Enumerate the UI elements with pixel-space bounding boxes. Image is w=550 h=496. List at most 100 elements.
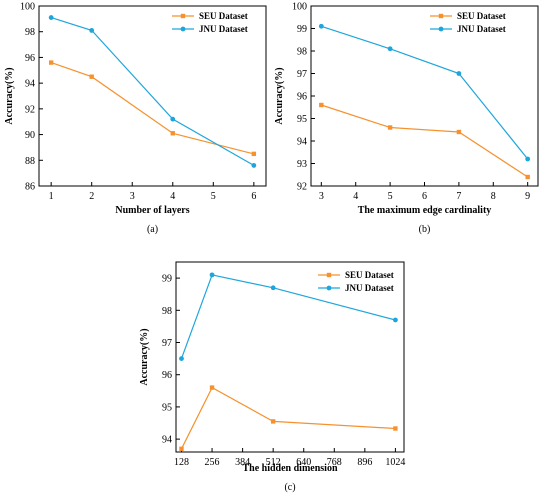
y-tick-label: 100 xyxy=(20,2,35,13)
jnu-data-point xyxy=(393,317,398,323)
y-tick-label: 95 xyxy=(162,402,172,413)
jnu-data-point xyxy=(170,116,176,122)
plot-frame xyxy=(38,5,267,187)
x-axis-label: The hidden dimension xyxy=(242,463,337,474)
legend-label: JNU Dataset xyxy=(199,24,248,34)
y-tick-label: 98 xyxy=(297,47,307,58)
seu-data-point xyxy=(89,74,94,79)
jnu-series-line xyxy=(321,25,529,160)
panel-caption: (a) xyxy=(147,224,158,235)
y-tick-label: 90 xyxy=(25,130,35,141)
x-tick-label: 128 xyxy=(174,457,189,468)
seu-data-point xyxy=(393,426,398,431)
jnu-data-point xyxy=(525,156,531,162)
x-tick-label: 1024 xyxy=(385,457,405,468)
y-tick-label: 93 xyxy=(297,159,307,170)
seu-data-point xyxy=(387,125,393,130)
x-tick-label: 768 xyxy=(327,457,342,468)
jnu-series-line xyxy=(180,274,396,359)
y-tick-label: 96 xyxy=(162,370,172,381)
seu-data-point xyxy=(170,131,175,136)
jnu-data-point xyxy=(48,15,54,20)
legend-marker xyxy=(438,13,444,19)
jnu-data-point xyxy=(251,163,257,168)
y-tick-label: 92 xyxy=(25,104,35,115)
x-tick-label: 256 xyxy=(205,457,220,468)
y-tick-label: 96 xyxy=(25,53,35,64)
jnu-data-point xyxy=(209,272,215,278)
panel-caption: (b) xyxy=(419,224,431,235)
y-tick-label: 97 xyxy=(162,338,172,349)
panel-a: 1 2 3 4 5 6 86 88 90 92 94 96 98 100 Number of layers A… xyxy=(4,2,267,235)
legend-label: SEU Dataset xyxy=(457,11,506,21)
seu-data-point xyxy=(456,129,462,135)
x-tick-label: 4 xyxy=(170,191,175,202)
x-tick-label: 3 xyxy=(130,191,135,202)
x-tick-label: 640 xyxy=(296,457,311,468)
seu-series-line xyxy=(51,62,254,155)
x-tick-label: 5 xyxy=(388,191,393,202)
y-axis-label: Accuracy(%) xyxy=(4,67,15,124)
jnu-data-point xyxy=(318,23,324,29)
seu-series-line xyxy=(321,104,529,178)
jnu-series-line xyxy=(51,17,255,166)
y-tick-label: 98 xyxy=(162,306,172,317)
y-tick-label: 94 xyxy=(297,137,307,148)
x-tick-label: 7 xyxy=(456,191,461,202)
seu-data-point xyxy=(251,151,257,157)
y-tick-label: 95 xyxy=(297,114,307,125)
y-axis-label: Accuracy(%) xyxy=(139,328,150,385)
legend-label: SEU Dataset xyxy=(199,11,248,21)
y-tick-label: 86 xyxy=(25,182,35,193)
y-tick-label: 98 xyxy=(25,27,35,38)
y-tick-label: 97 xyxy=(297,69,307,80)
x-tick-label: 512 xyxy=(266,457,281,468)
panel-caption: (c) xyxy=(284,482,295,493)
seu-data-point xyxy=(179,446,184,451)
legend-label: JNU Dataset xyxy=(457,24,506,34)
panel-c: 128 256 384 512 640 768 896 1024 94 95 96 97 98 99 The… xyxy=(139,261,405,493)
legend-marker xyxy=(180,26,186,32)
x-tick-label: 9 xyxy=(525,191,530,202)
x-axis-label: Number of layers xyxy=(115,205,189,216)
y-tick-label: 94 xyxy=(162,435,172,446)
legend-marker xyxy=(438,26,444,32)
y-tick-label: 94 xyxy=(25,79,35,90)
x-axis-label: The maximum edge cardinality xyxy=(358,205,492,216)
plot-frame xyxy=(175,261,405,453)
x-tick-label: 5 xyxy=(211,191,216,202)
legend-marker xyxy=(326,285,332,291)
x-tick-label: 384 xyxy=(235,457,250,468)
jnu-data-point xyxy=(89,28,95,33)
seu-series-line xyxy=(180,386,396,450)
x-tick-label: 8 xyxy=(491,191,496,202)
legend-label: JNU Dataset xyxy=(345,283,394,293)
legend-marker xyxy=(326,272,332,278)
jnu-data-point xyxy=(179,356,184,362)
y-tick-label: 99 xyxy=(297,24,307,35)
x-tick-label: 1 xyxy=(49,191,54,202)
legend-marker xyxy=(180,13,186,19)
jnu-data-point xyxy=(387,46,393,52)
seu-data-point xyxy=(209,385,215,390)
y-tick-label: 88 xyxy=(25,156,35,167)
y-tick-label: 96 xyxy=(297,92,307,103)
panel-b: 3 4 5 6 7 8 9 92 93 94 95 96 97 98 99 100 The maximum ed… xyxy=(274,2,539,235)
x-tick-label: 4 xyxy=(353,191,358,202)
seu-data-point xyxy=(525,174,530,180)
x-tick-label: 6 xyxy=(251,191,256,202)
x-tick-label: 2 xyxy=(89,191,94,202)
x-tick-label: 6 xyxy=(422,191,427,202)
jnu-data-point xyxy=(270,285,276,291)
legend-label: SEU Dataset xyxy=(345,270,394,280)
x-tick-label: 3 xyxy=(319,191,324,202)
seu-data-point xyxy=(270,419,276,424)
seu-data-point xyxy=(48,60,54,65)
y-axis-label: Accuracy(%) xyxy=(274,67,285,124)
y-tick-label: 92 xyxy=(297,182,307,193)
x-tick-label: 896 xyxy=(357,457,372,468)
jnu-data-point xyxy=(456,71,462,76)
y-tick-label: 99 xyxy=(162,274,172,285)
seu-data-point xyxy=(319,102,324,108)
